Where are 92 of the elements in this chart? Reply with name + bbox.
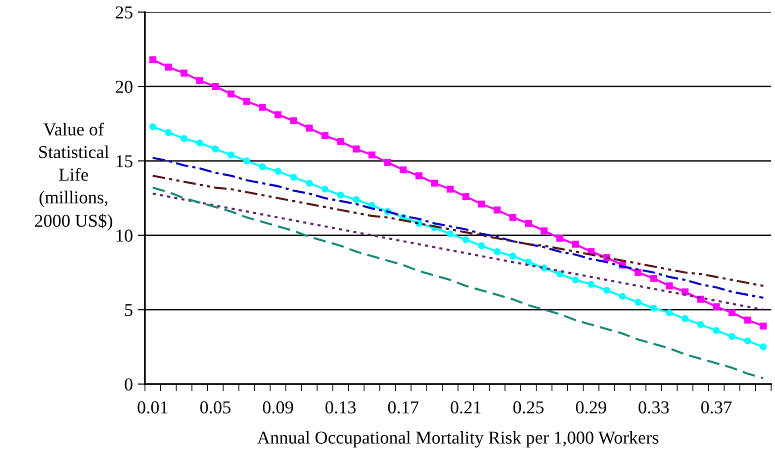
point [478, 242, 485, 250]
point [760, 322, 767, 330]
x-tick-label: 0.13 [326, 401, 356, 414]
point [712, 327, 720, 334]
point [400, 166, 407, 174]
point [572, 276, 579, 284]
point [352, 196, 360, 204]
point [243, 157, 250, 164]
y-tick-label: 10 [116, 230, 132, 242]
point [290, 174, 298, 181]
point [337, 138, 344, 146]
line-series [152, 186, 764, 380]
point [744, 316, 752, 324]
point [180, 135, 188, 142]
x-tick-label: 0.25 [513, 401, 544, 414]
point [666, 282, 673, 290]
point [446, 230, 454, 238]
point [712, 303, 720, 310]
point [321, 132, 328, 140]
y-tick-label: 0 [124, 378, 132, 391]
y-tick-label: 20 [116, 80, 132, 93]
point [572, 240, 579, 248]
point [196, 140, 204, 147]
point [243, 98, 250, 105]
point [634, 269, 642, 276]
point [650, 274, 658, 282]
x-axis-title: Annual Occupational Mortality Risk per 1,000 Workers [257, 431, 658, 448]
point [509, 214, 516, 221]
point [164, 64, 172, 71]
x-tick-label: 0.01 [138, 401, 168, 414]
point [352, 146, 360, 152]
line-series [152, 156, 764, 299]
point [228, 151, 234, 158]
point [228, 90, 234, 98]
line-series [152, 174, 764, 287]
point [588, 280, 595, 288]
x-tick-label: 0.09 [262, 401, 294, 414]
point [337, 192, 344, 199]
point [509, 252, 516, 260]
x-tick-label: 0.29 [576, 401, 606, 414]
y-axis-title: Value of Statistical Life (millions, 2000 US$) [35, 122, 112, 231]
point [494, 248, 501, 256]
point [274, 168, 282, 175]
point [525, 258, 532, 266]
point [462, 193, 470, 200]
point [682, 315, 688, 322]
y-tick-label: 15 [116, 155, 132, 168]
point [556, 270, 564, 278]
x-tick-label: 0.05 [200, 401, 230, 414]
point [258, 163, 266, 170]
point [196, 77, 204, 84]
line-series [152, 192, 764, 311]
point [618, 292, 626, 300]
point [682, 288, 688, 296]
point [149, 56, 156, 64]
point [666, 309, 673, 316]
point [258, 104, 266, 111]
point [478, 200, 485, 208]
point [290, 117, 298, 124]
point [368, 151, 376, 158]
point [556, 234, 564, 242]
point [462, 236, 470, 244]
y-tick-label: 5 [125, 304, 132, 316]
point [494, 206, 501, 214]
x-tick-label: 0.33 [638, 401, 669, 414]
point [525, 220, 532, 227]
point [212, 83, 219, 90]
x-tick-label: 0.17 [388, 401, 419, 414]
point [760, 343, 767, 350]
point [603, 286, 610, 294]
point [431, 180, 438, 187]
x-tick-label: 0.21 [450, 401, 481, 414]
point [306, 124, 313, 132]
point [321, 186, 328, 193]
point [728, 333, 736, 340]
point [634, 298, 642, 306]
point [306, 180, 313, 187]
point [540, 227, 548, 234]
point [446, 186, 454, 193]
point [415, 172, 422, 180]
point [384, 158, 392, 166]
point [274, 111, 282, 118]
point [149, 123, 156, 130]
x-tick-label: 0.37 [701, 401, 732, 414]
point [164, 129, 172, 136]
point [180, 70, 188, 77]
point [697, 321, 704, 328]
y-tick-label: 25 [116, 6, 132, 19]
point [744, 337, 752, 344]
point [650, 304, 658, 312]
point [728, 309, 736, 316]
point [212, 146, 219, 152]
